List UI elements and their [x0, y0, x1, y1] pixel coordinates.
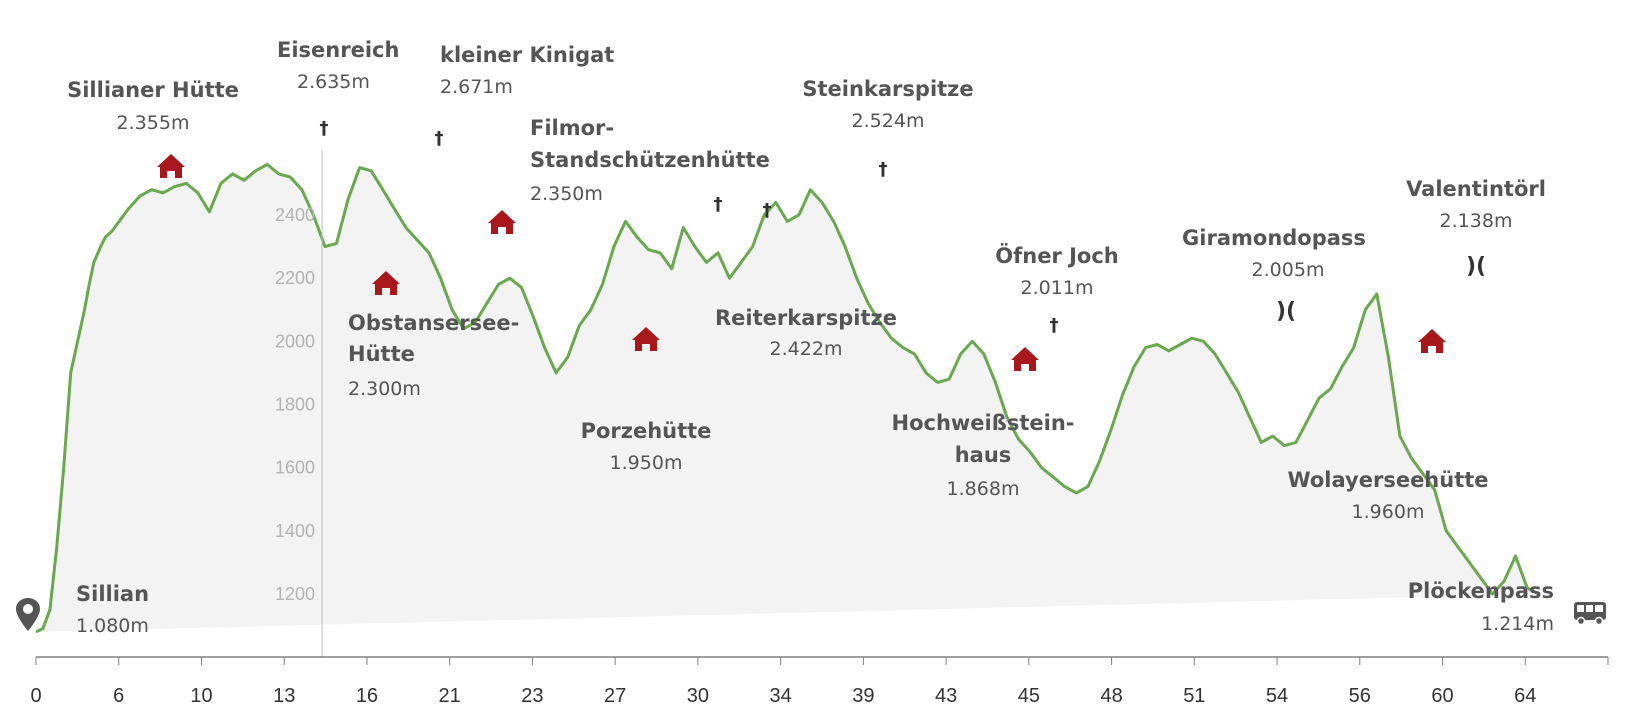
hut-icon [632, 327, 660, 351]
annotation-label: Reiterkarspitze [715, 306, 897, 330]
annotation-elevation: 2.011m [1021, 277, 1094, 299]
annotation-label: Standschützenhütte [530, 148, 770, 172]
annotation-porzehuette: Porzehütte 1.950m [581, 327, 712, 474]
start-marker-icon [16, 598, 40, 631]
annotation-kleiner-kinigat: kleiner Kinigat 2.671m † [435, 43, 615, 149]
annotation-eisenreich: Eisenreich 2.635m † [277, 38, 399, 139]
annotation-ploeckenpass: Plöckenpass 1.214m [1408, 579, 1606, 635]
annotation-elevation: 1.960m [1352, 501, 1425, 523]
x-tick-label: 21 [439, 685, 461, 707]
annotation-elevation: 2.138m [1440, 210, 1513, 232]
y-tick-label: 1400 [275, 521, 315, 541]
annotation-label: Sillian [76, 582, 149, 606]
x-tick-label: 30 [687, 685, 709, 707]
annotation-label: Filmor- [530, 116, 614, 140]
annotation-label: Valentintörl [1406, 177, 1546, 201]
x-tick-label: 56 [1349, 685, 1371, 707]
annotation-filmor-standschuetzenhuette: Filmor- Standschützenhütte 2.350m [488, 116, 770, 234]
annotation-oefner-joch: Öfner Joch 2.011m † [995, 243, 1119, 336]
x-tick-label: 54 [1266, 685, 1288, 707]
annotation-label: Steinkarspitze [802, 77, 973, 101]
annotation-wolayerseehuette: Wolayerseehütte 1.960m [1287, 329, 1489, 523]
hut-icon [488, 210, 516, 234]
x-tick-label: 23 [521, 685, 543, 707]
x-axis-ticks: 0 6 10 13 16 21 23 27 30 34 39 43 45 48 51 54 56 60 64 [30, 657, 1609, 707]
bus-icon [1574, 602, 1606, 626]
y-axis-ticks: 1200 1400 1600 1800 2000 2200 2400 [275, 205, 315, 604]
x-tick-label: 6 [113, 685, 124, 707]
annotation-elevation: 2.524m [852, 110, 925, 132]
annotation-reiterkarspitze: † † Reiterkarspitze 2.422m [714, 194, 897, 360]
annotation-elevation: 1.080m [76, 615, 149, 637]
annotation-label: Sillianer Hütte [67, 78, 239, 102]
annotation-label: Wolayerseehütte [1287, 468, 1488, 492]
summit-cross-icon: † [320, 118, 329, 139]
annotation-giramondopass: Giramondopass 2.005m )( [1182, 226, 1366, 324]
x-tick-label: 39 [852, 685, 874, 707]
annotation-steinkarspitze: Steinkarspitze 2.524m † [802, 77, 973, 180]
x-tick-label: 43 [935, 685, 957, 707]
summit-cross-icon: † [1050, 315, 1059, 336]
y-tick-label: 2200 [275, 268, 315, 288]
annotations: Sillian 1.080m Sillianer Hütte 2.355m Ei… [16, 38, 1606, 637]
x-tick-label: 27 [604, 685, 626, 707]
annotation-label: Obstansersee- [348, 311, 519, 335]
pass-icon: )( [1276, 299, 1296, 324]
annotation-label: Porzehütte [581, 419, 712, 443]
x-tick-label: 64 [1514, 685, 1536, 707]
annotation-label: Hochweißstein- [892, 411, 1075, 435]
annotation-elevation: 2.635m [297, 71, 370, 93]
x-tick-label: 48 [1100, 685, 1122, 707]
annotation-elevation: 2.671m [440, 76, 513, 98]
x-tick-label: 51 [1183, 685, 1205, 707]
annotation-valentintoerl: Valentintörl 2.138m )( [1406, 177, 1546, 279]
y-tick-label: 1200 [275, 584, 315, 604]
y-tick-label: 1600 [275, 458, 315, 478]
annotation-obstansersee-huette: Obstansersee- Hütte 2.300m [348, 271, 519, 400]
y-tick-label: 2000 [275, 331, 315, 351]
y-tick-label: 1800 [275, 395, 315, 415]
annotation-sillianer-huette: Sillianer Hütte 2.355m [67, 78, 239, 178]
annotation-elevation: 2.422m [770, 338, 843, 360]
profile-area-fill [36, 164, 1539, 632]
annotation-elevation: 1.868m [947, 478, 1020, 500]
x-tick-label: 13 [273, 685, 295, 707]
x-tick-label: 34 [770, 685, 792, 707]
x-tick-label: 10 [190, 685, 212, 707]
annotation-label: Plöckenpass [1408, 579, 1554, 603]
profile-line [35, 163, 1540, 634]
annotation-elevation: 2.005m [1252, 259, 1325, 281]
hut-icon [1418, 329, 1446, 353]
x-tick-label: 0 [30, 685, 41, 707]
annotation-elevation: 1.950m [610, 452, 683, 474]
x-tick-label: 16 [356, 685, 378, 707]
annotation-elevation: 1.214m [1481, 613, 1554, 635]
x-tick-label: 60 [1431, 685, 1453, 707]
y-tick-label: 2400 [275, 205, 315, 225]
annotation-hochweisssteinhaus: Hochweißstein- haus 1.868m [892, 347, 1075, 500]
summit-cross-icon: † [763, 200, 772, 221]
annotation-label: Öfner Joch [995, 243, 1119, 268]
summit-cross-icon: † [879, 159, 888, 180]
hut-icon [157, 154, 185, 178]
hut-icon [372, 271, 400, 295]
hut-icon [1011, 347, 1039, 371]
pass-icon: )( [1466, 254, 1486, 279]
annotation-elevation: 2.350m [530, 183, 603, 205]
annotation-label: Giramondopass [1182, 226, 1366, 250]
summit-cross-icon: † [435, 128, 444, 149]
annotation-elevation: 2.355m [117, 112, 190, 134]
summit-cross-icon: † [714, 194, 723, 215]
annotation-label: Eisenreich [277, 38, 399, 62]
annotation-label: Hütte [348, 342, 415, 366]
annotation-elevation: 2.300m [348, 378, 421, 400]
annotation-label: kleiner Kinigat [440, 43, 614, 67]
annotation-sillian: Sillian 1.080m [16, 582, 149, 637]
x-tick-label: 45 [1018, 685, 1040, 707]
annotation-label: haus [955, 443, 1012, 467]
